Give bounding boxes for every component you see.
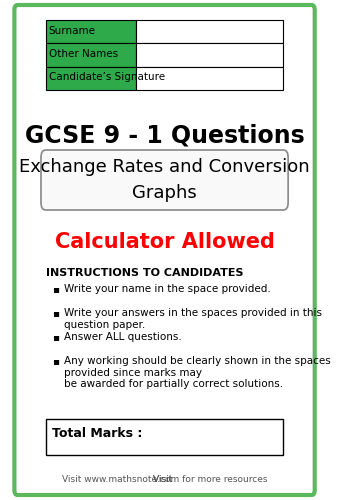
FancyBboxPatch shape xyxy=(46,419,284,455)
Text: Visit: Visit xyxy=(153,476,176,484)
FancyBboxPatch shape xyxy=(136,66,284,90)
Text: Other Names: Other Names xyxy=(49,49,118,59)
Text: Answer ALL questions.: Answer ALL questions. xyxy=(64,332,182,342)
Text: Calculator Allowed: Calculator Allowed xyxy=(55,232,274,252)
Text: INSTRUCTIONS TO CANDIDATES: INSTRUCTIONS TO CANDIDATES xyxy=(46,268,243,278)
Text: Visit: Visit xyxy=(153,476,176,484)
Text: ▪: ▪ xyxy=(52,332,59,342)
FancyBboxPatch shape xyxy=(46,66,136,90)
Text: GCSE 9 - 1 Questions: GCSE 9 - 1 Questions xyxy=(25,123,304,147)
Text: Write your name in the space provided.: Write your name in the space provided. xyxy=(64,284,271,294)
FancyBboxPatch shape xyxy=(136,44,284,66)
Text: ▪: ▪ xyxy=(52,284,59,294)
FancyBboxPatch shape xyxy=(41,150,288,210)
Text: Surname: Surname xyxy=(49,26,96,36)
FancyBboxPatch shape xyxy=(15,5,315,495)
Text: Visit www.mathsnote.com for more resources: Visit www.mathsnote.com for more resourc… xyxy=(62,476,267,484)
Text: ▪: ▪ xyxy=(52,356,59,366)
Text: Total Marks :: Total Marks : xyxy=(52,427,142,440)
Text: Write your answers in the spaces provided in this question paper.: Write your answers in the spaces provide… xyxy=(64,308,322,330)
FancyBboxPatch shape xyxy=(46,20,136,44)
Text: Any working should be clearly shown in the spaces provided since marks may
be aw: Any working should be clearly shown in t… xyxy=(64,356,331,389)
Text: Exchange Rates and Conversion
Graphs: Exchange Rates and Conversion Graphs xyxy=(19,158,310,202)
Text: Candidate’s Signature: Candidate’s Signature xyxy=(49,72,165,82)
Text: ▪: ▪ xyxy=(52,308,59,318)
FancyBboxPatch shape xyxy=(46,44,136,66)
FancyBboxPatch shape xyxy=(136,20,284,44)
